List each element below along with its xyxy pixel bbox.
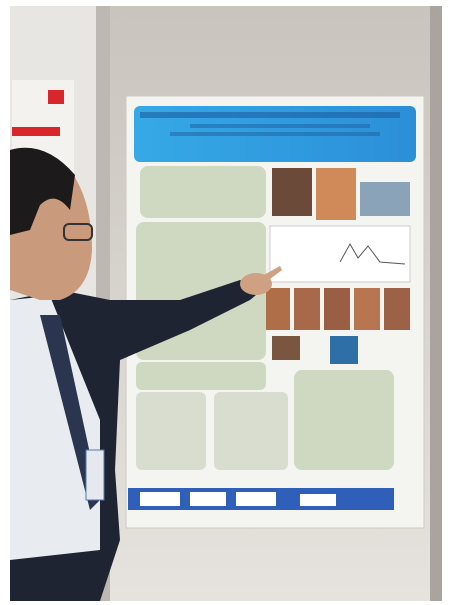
- author-line: [190, 124, 370, 128]
- photo-1: [272, 168, 312, 216]
- table: [214, 392, 288, 470]
- logo: [236, 492, 276, 506]
- logo: [190, 492, 226, 506]
- board-side: [430, 6, 442, 601]
- shirt: [10, 296, 100, 560]
- photo-strip: [266, 288, 410, 330]
- photo: [330, 336, 358, 364]
- panel-results: [136, 362, 266, 390]
- photo-3: [360, 182, 410, 216]
- panel-conclusion: [294, 370, 394, 470]
- photo-2: [316, 168, 356, 220]
- photo: [294, 288, 320, 330]
- tie: [40, 315, 100, 510]
- person: [10, 147, 282, 601]
- photo: [354, 288, 380, 330]
- author-line: [170, 132, 380, 136]
- photo: [324, 288, 350, 330]
- sign-stripe: [12, 127, 60, 136]
- title-line: [140, 112, 400, 118]
- photo: [266, 288, 290, 330]
- curve: [339, 242, 406, 265]
- logo: [140, 492, 180, 506]
- poster: [125, 95, 425, 529]
- table: [136, 392, 206, 470]
- photo: [272, 336, 300, 360]
- finger: [262, 266, 282, 282]
- diagram: [269, 225, 411, 283]
- glasses: [63, 223, 93, 241]
- photo: [384, 288, 410, 330]
- hair: [10, 147, 75, 235]
- logo: [300, 494, 336, 506]
- badge: [85, 449, 105, 501]
- panel-intro: [140, 166, 266, 218]
- sign-logo: [48, 90, 64, 104]
